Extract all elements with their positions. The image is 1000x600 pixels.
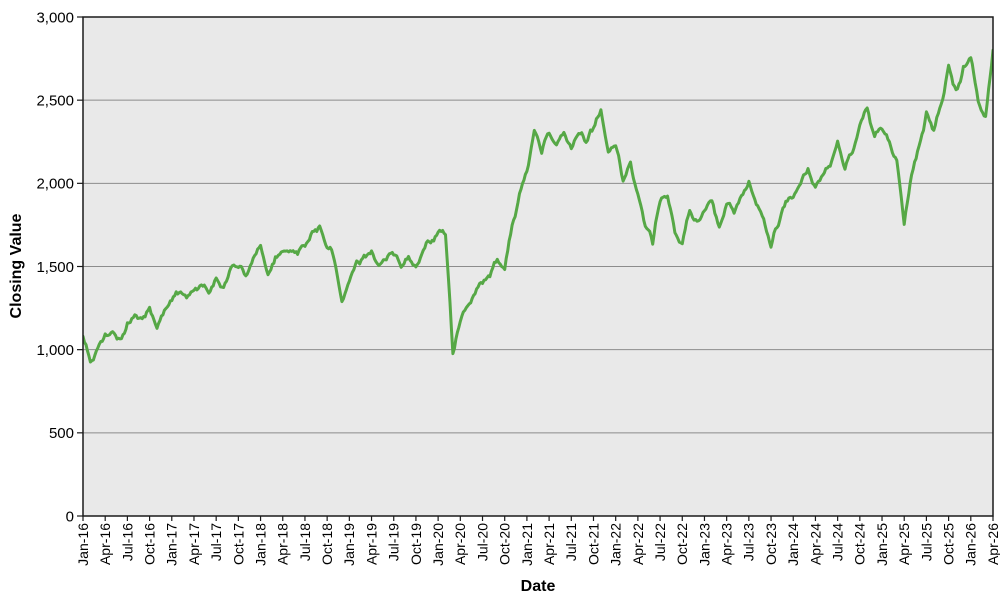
x-tick-label: Jan-24 <box>785 523 801 566</box>
x-tick-label: Oct-17 <box>230 523 246 565</box>
x-tick-label: Apr-25 <box>896 523 912 565</box>
x-tick-label: Oct-20 <box>497 523 513 565</box>
x-tick-label: Jan-26 <box>963 523 979 566</box>
x-tick-label: Jul-21 <box>563 523 579 561</box>
x-tick-label: Apr-19 <box>363 523 379 565</box>
x-tick-label: Apr-22 <box>630 523 646 565</box>
y-tick-label: 500 <box>49 425 74 442</box>
x-tick-label: Apr-26 <box>985 523 1000 565</box>
y-tick-label: 2,500 <box>36 92 74 109</box>
x-tick-label: Jan-23 <box>696 523 712 566</box>
x-tick-label: Jul-22 <box>652 523 668 561</box>
y-tick-label: 0 <box>66 508 74 525</box>
x-tick-label: Apr-21 <box>541 523 557 565</box>
x-tick-label: Jan-19 <box>341 523 357 566</box>
x-tick-label: Jul-16 <box>119 523 135 561</box>
x-tick-label: Jul-25 <box>918 523 934 561</box>
x-tick-label: Oct-18 <box>319 523 335 565</box>
x-axis-tick-labels: Jan-16 Apr-16 Jul-16 Oct-16 Jan-17 Apr-17 Jul-… <box>75 523 1000 566</box>
y-tick-label: 1,500 <box>36 259 74 276</box>
y-tick-label: 3,000 <box>36 9 74 26</box>
x-tick-label: Jan-21 <box>519 523 535 566</box>
x-tick-label: Jan-22 <box>608 523 624 566</box>
y-axis-tick-labels: 0 500 1,000 1,500 2,000 2,500 3,000 <box>36 9 74 525</box>
x-tick-label: Oct-19 <box>408 523 424 565</box>
x-tick-label: Apr-16 <box>97 523 113 565</box>
y-tick-label: 2,000 <box>36 176 74 193</box>
x-tick-label: Jan-16 <box>75 523 91 566</box>
x-tick-label: Apr-23 <box>719 523 735 565</box>
x-tick-label: Jan-20 <box>430 523 446 566</box>
x-tick-label: Apr-24 <box>807 523 823 565</box>
x-tick-label: Jul-24 <box>830 523 846 561</box>
y-axis-ticks <box>77 16 83 517</box>
x-axis-title: Date <box>521 578 556 595</box>
x-axis-ticks <box>82 516 994 521</box>
x-tick-label: Jan-17 <box>164 523 180 566</box>
x-tick-label: Apr-18 <box>275 523 291 565</box>
x-tick-label: Jul-19 <box>386 523 402 561</box>
x-tick-label: Jul-20 <box>474 523 490 561</box>
x-tick-label: Oct-23 <box>763 523 779 565</box>
x-tick-label: Jul-18 <box>297 523 313 561</box>
x-tick-label: Oct-24 <box>852 523 868 565</box>
y-axis-title: Closing Value <box>8 213 25 318</box>
x-tick-label: Oct-21 <box>585 523 601 565</box>
x-tick-label: Apr-17 <box>186 523 202 565</box>
closing-value-line <box>83 48 993 364</box>
x-tick-label: Oct-16 <box>141 523 157 565</box>
x-tick-label: Apr-20 <box>452 523 468 565</box>
series-group <box>83 48 993 364</box>
y-tick-label: 1,000 <box>36 342 74 359</box>
x-tick-label: Jul-23 <box>741 523 757 561</box>
x-tick-label: Oct-25 <box>941 523 957 565</box>
x-tick-label: Jan-18 <box>252 523 268 566</box>
x-tick-label: Jul-17 <box>208 523 224 561</box>
x-tick-label: Jan-25 <box>874 523 890 566</box>
x-tick-label: Oct-22 <box>674 523 690 565</box>
